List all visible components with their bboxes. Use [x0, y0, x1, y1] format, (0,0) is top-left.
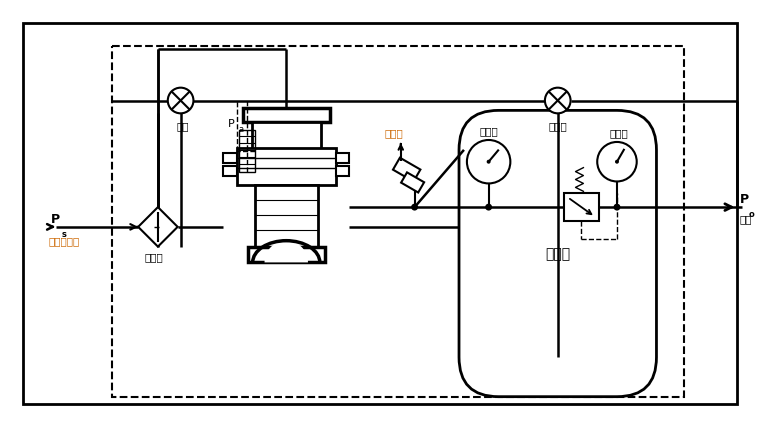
Circle shape — [411, 204, 418, 211]
Text: 出口: 出口 — [739, 214, 752, 224]
Bar — [247, 247, 325, 263]
Circle shape — [467, 141, 510, 184]
Bar — [223, 154, 237, 163]
Text: P: P — [228, 119, 235, 129]
Text: a: a — [239, 125, 244, 134]
Circle shape — [545, 89, 571, 114]
Text: 过滤器: 过滤器 — [145, 252, 163, 262]
Bar — [112, 47, 684, 397]
Polygon shape — [138, 207, 178, 247]
FancyBboxPatch shape — [459, 111, 656, 397]
Text: 球阀: 球阀 — [176, 121, 189, 131]
Circle shape — [615, 161, 619, 164]
Bar — [239, 131, 254, 172]
Bar — [252, 123, 321, 177]
Bar — [336, 154, 349, 163]
Text: o: o — [748, 210, 754, 219]
Circle shape — [168, 89, 194, 114]
Bar — [237, 148, 336, 186]
Text: P: P — [739, 193, 748, 206]
Text: P: P — [51, 212, 61, 225]
Polygon shape — [401, 173, 424, 193]
Bar — [564, 194, 599, 221]
Bar — [23, 24, 738, 404]
Text: 排水阀: 排水阀 — [548, 121, 567, 131]
Text: s: s — [61, 229, 66, 238]
Circle shape — [485, 204, 492, 211]
Text: 压力表: 压力表 — [480, 126, 498, 136]
Wedge shape — [264, 241, 308, 263]
Bar — [254, 186, 318, 247]
Bar — [223, 166, 237, 176]
Text: 驱动气压口: 驱动气压口 — [48, 235, 80, 245]
Polygon shape — [393, 158, 421, 182]
Circle shape — [597, 143, 637, 182]
Circle shape — [486, 161, 490, 164]
Bar — [336, 166, 349, 176]
Text: 减压阀: 减压阀 — [610, 128, 628, 138]
Bar — [243, 109, 329, 123]
Text: 安全阀: 安全阀 — [385, 128, 404, 138]
Circle shape — [614, 204, 620, 211]
Text: 储气罐: 储气罐 — [545, 247, 571, 261]
